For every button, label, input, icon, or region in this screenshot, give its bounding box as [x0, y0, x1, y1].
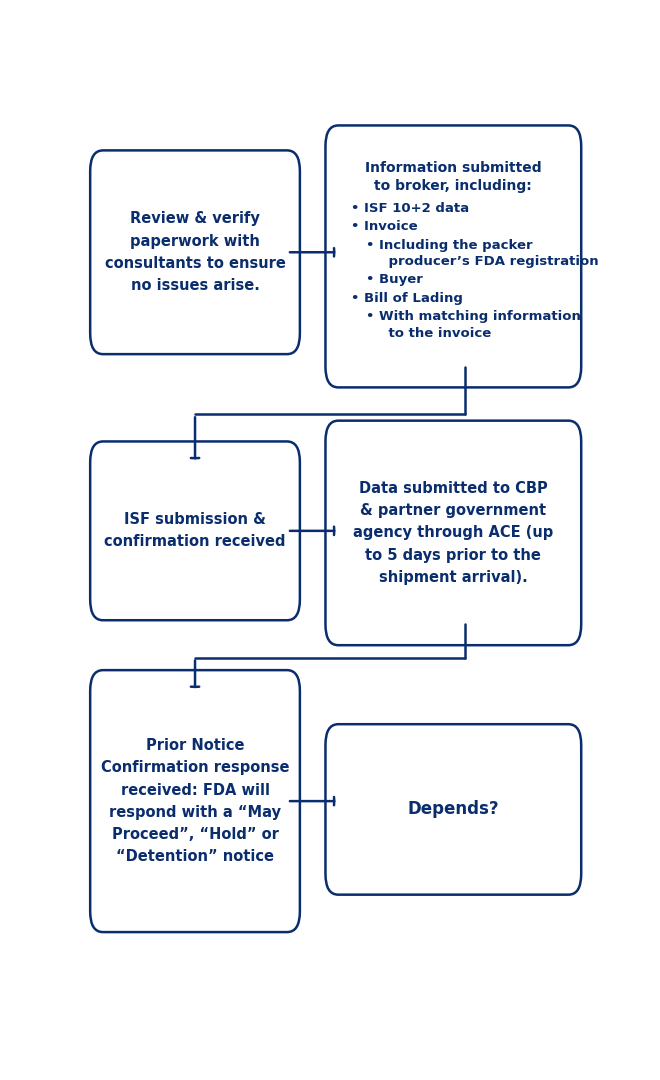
- Text: producer’s FDA registration: producer’s FDA registration: [370, 255, 599, 268]
- FancyBboxPatch shape: [90, 150, 300, 354]
- Text: • Including the packer: • Including the packer: [366, 239, 533, 252]
- FancyBboxPatch shape: [325, 125, 581, 388]
- Text: ISF submission &
confirmation received: ISF submission & confirmation received: [104, 512, 286, 550]
- Text: Review & verify
paperwork with
consultants to ensure
no issues arise.: Review & verify paperwork with consultan…: [104, 212, 286, 293]
- Text: Depends?: Depends?: [407, 800, 499, 819]
- Text: • Buyer: • Buyer: [366, 273, 423, 286]
- Text: Prior Notice
Confirmation response
received: FDA will
respond with a “May
Procee: Prior Notice Confirmation response recei…: [101, 738, 289, 864]
- Text: Information submitted: Information submitted: [365, 161, 542, 175]
- Text: Data submitted to CBP
& partner government
agency through ACE (up
to 5 days prio: Data submitted to CBP & partner governme…: [353, 481, 554, 585]
- Text: • With matching information: • With matching information: [366, 310, 581, 323]
- Text: • Invoice: • Invoice: [351, 220, 418, 233]
- FancyBboxPatch shape: [90, 670, 300, 932]
- Text: • ISF 10+2 data: • ISF 10+2 data: [351, 202, 469, 215]
- FancyBboxPatch shape: [325, 420, 581, 645]
- Text: to broker, including:: to broker, including:: [374, 179, 532, 193]
- Text: • Bill of Lading: • Bill of Lading: [351, 292, 463, 305]
- Text: to the invoice: to the invoice: [370, 326, 492, 340]
- FancyBboxPatch shape: [90, 442, 300, 620]
- FancyBboxPatch shape: [325, 725, 581, 894]
